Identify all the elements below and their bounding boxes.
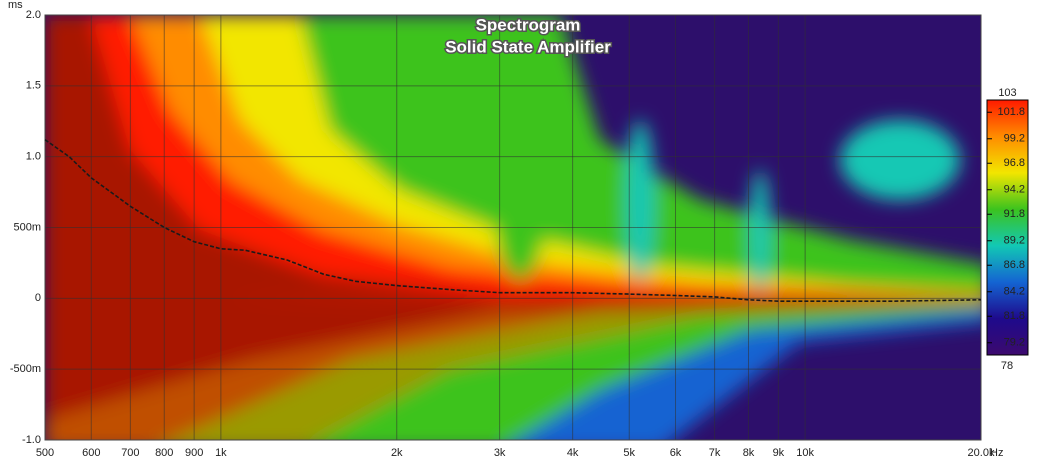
y-tick-label: -500m bbox=[10, 363, 41, 375]
x-tick-label: 5k bbox=[623, 447, 635, 459]
heatmap-region bbox=[45, 298, 981, 420]
heatmap-region bbox=[840, 120, 960, 200]
y-tick-label: 2.0 bbox=[26, 9, 41, 21]
x-tick-label: 6k bbox=[670, 447, 682, 459]
x-tick-label: 4k bbox=[567, 447, 579, 459]
x-unit: Hz bbox=[990, 447, 1003, 459]
colorbar-tick-label: 94.2 bbox=[1004, 184, 1025, 196]
x-tick-label: 500 bbox=[36, 447, 54, 459]
colorbar-tick-label: 101.8 bbox=[997, 106, 1025, 118]
colorbar-tick-label: 89.2 bbox=[1004, 235, 1025, 247]
colorbar-tick-label: 84.2 bbox=[1004, 286, 1025, 298]
chart-subtitle: Solid State Amplifier bbox=[445, 37, 611, 56]
x-tick-label: 1k bbox=[215, 447, 227, 459]
y-tick-label: -1.0 bbox=[22, 434, 41, 446]
y-tick-label: 1.5 bbox=[26, 80, 41, 92]
x-tick-label: 700 bbox=[121, 447, 139, 459]
colorbar-tick-label: 96.8 bbox=[1004, 157, 1025, 169]
x-tick-label: 600 bbox=[82, 447, 100, 459]
heatmap-region bbox=[45, 15, 981, 300]
y-tick-label: 500m bbox=[13, 221, 41, 233]
y-unit: ms bbox=[8, 0, 23, 11]
colorbar-tick-label: 79.2 bbox=[1004, 337, 1025, 349]
x-tick-label: 8k bbox=[743, 447, 755, 459]
plot-frame bbox=[44, 14, 982, 441]
x-tick-label: 9k bbox=[773, 447, 785, 459]
x-tick-label: 3k bbox=[494, 447, 506, 459]
x-tick-label: 10k bbox=[796, 447, 814, 459]
decay-line bbox=[44, 139, 982, 302]
x-tick-label: 2k bbox=[391, 447, 403, 459]
chart-title: Spectrogram bbox=[476, 15, 581, 34]
x-tick-label: 7k bbox=[709, 447, 721, 459]
grid bbox=[44, 14, 982, 441]
colorbar-tick-label: 99.2 bbox=[1004, 133, 1025, 145]
colorbar-min: 78 bbox=[1001, 360, 1013, 372]
heatmap-region bbox=[626, 120, 654, 280]
heatmap-region bbox=[45, 15, 500, 300]
y-tick-label: 0 bbox=[35, 292, 41, 304]
heatmap-region bbox=[495, 140, 545, 280]
heatmap-region bbox=[750, 170, 770, 290]
x-tick-label: 20.0k bbox=[968, 447, 995, 459]
colorbar-tick-label: 86.8 bbox=[1004, 259, 1025, 271]
colorbar-tick-label: 81.8 bbox=[1004, 310, 1025, 322]
x-tick-label: 900 bbox=[185, 447, 203, 459]
colorbar-tick-label: 91.8 bbox=[1004, 208, 1025, 220]
y-tick-label: 1.0 bbox=[26, 151, 41, 163]
colorbar bbox=[986, 99, 1029, 356]
colorbar-max: 103 bbox=[998, 87, 1016, 99]
x-tick-label: 800 bbox=[155, 447, 173, 459]
heatmap bbox=[45, 15, 981, 440]
